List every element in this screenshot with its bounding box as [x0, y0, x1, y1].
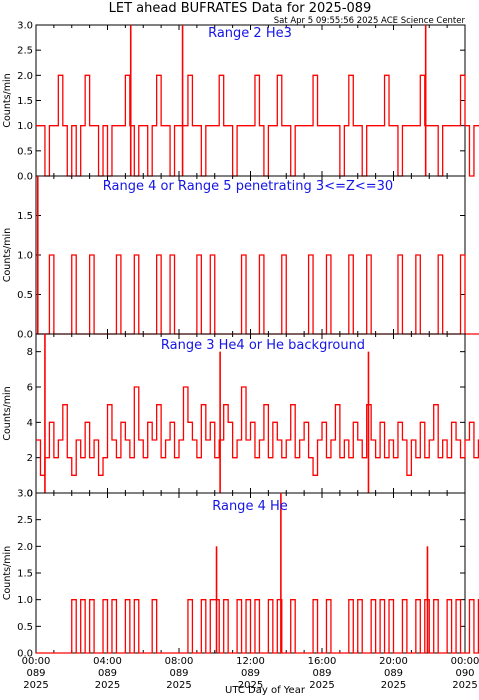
panel-frame [35, 333, 466, 494]
x-tick-time: 12:00 [236, 656, 265, 667]
x-tick-doy: 089 [98, 668, 117, 679]
y-tick-label: 2 [27, 453, 33, 464]
x-tick-time: 08:00 [165, 656, 194, 667]
y-tick-label: 0.0 [17, 649, 33, 660]
y-axis-label: Counts/min [2, 546, 13, 600]
y-tick-label: 1.0 [17, 251, 33, 262]
x-tick-year: 2025 [166, 680, 191, 691]
x-tick-doy: 089 [169, 668, 188, 679]
y-tick-label: 1.5 [17, 211, 33, 222]
x-tick-doy: 090 [455, 668, 474, 679]
x-tick-time: 04:00 [93, 656, 122, 667]
y-tick-label: 4 [27, 418, 33, 429]
y-tick-label: 2.0 [17, 71, 33, 82]
x-tick-doy: 089 [312, 668, 331, 679]
y-tick-label: 0.5 [17, 146, 33, 157]
x-tick-year: 2025 [23, 680, 48, 691]
x-axis: 00:00089202504:00089202508:00089202512:0… [22, 656, 479, 691]
data-trace [36, 386, 479, 476]
panel-frame [35, 24, 466, 177]
y-tick-label: 8 [27, 347, 33, 358]
y-axis-label: Counts/min [2, 386, 13, 440]
y-tick-label: 0.5 [17, 622, 33, 633]
panel-1: 0.0 0.5 1.0 1.5 2.0 2.5 3.0 Counts/min Range 2 H… [2, 21, 479, 183]
y-tick-label: 0.0 [17, 172, 33, 183]
y-tick-label: 1.5 [17, 569, 33, 580]
panel-label: Range 2 He3 [208, 26, 292, 41]
x-tick-year: 2025 [238, 680, 263, 691]
x-tick-doy: 089 [241, 668, 260, 679]
panel-label: Range 4 He [212, 499, 288, 514]
data-trace [36, 74, 479, 177]
y-tick-label: 1.0 [17, 595, 33, 606]
x-axis-label: UTC Day of Year [225, 685, 306, 696]
y-tick-label: 6 [27, 383, 33, 394]
x-tick-time: 00:00 [451, 656, 479, 667]
y-axis-label: Counts/min [2, 73, 13, 127]
y-tick-label: 3.0 [17, 21, 33, 32]
x-tick-year: 2025 [309, 680, 334, 691]
x-tick-doy: 089 [26, 668, 45, 679]
y-tick-label: 0.5 [17, 290, 33, 301]
panel-2: 0.0 0.5 1.0 1.5 Counts/min Range 4 or Range 5… [2, 175, 479, 341]
x-tick-time: 20:00 [379, 656, 408, 667]
x-tick-year: 2025 [95, 680, 120, 691]
y-tick-label: 2.0 [17, 542, 33, 553]
panels-group: 0.0 0.5 1.0 1.5 2.0 2.5 3.0 Counts/min Range 2 H… [2, 21, 479, 660]
x-tick-time: 16:00 [308, 656, 337, 667]
panel-3: 0 2 4 6 8 Counts/min Range 3 He4 or He backgro… [2, 333, 479, 500]
data-trace [36, 254, 479, 335]
chart-subtitle: Sat Apr 5 09:55:56 2025 ACE Science Cent… [274, 16, 466, 26]
panel-label: Range 4 or Range 5 penetrating 3<=Z<=30 [103, 179, 393, 194]
y-tick-label: 2.5 [17, 46, 33, 57]
y-tick-label: 2.5 [17, 515, 33, 526]
y-tick-label: 0.0 [17, 330, 33, 341]
x-tick-year: 2025 [381, 680, 406, 691]
x-tick-time: 00:00 [22, 656, 51, 667]
y-tick-label: 1.5 [17, 96, 33, 107]
x-tick-year: 2025 [452, 680, 477, 691]
chart-title: LET ahead BUFRATES Data for 2025-089 [109, 1, 372, 16]
y-tick-label: 3.0 [17, 489, 33, 500]
panel-4: 0.0 0.5 1.0 1.5 2.0 2.5 3.0 Counts/min Range 4 H… [2, 489, 479, 660]
x-tick-doy: 089 [384, 668, 403, 679]
panel-label: Range 3 He4 or He background [161, 338, 365, 353]
y-tick-label: 1.0 [17, 121, 33, 132]
y-tick-label: 0 [27, 489, 33, 500]
y-axis-label: Counts/min [2, 228, 13, 282]
data-trace [36, 599, 479, 654]
